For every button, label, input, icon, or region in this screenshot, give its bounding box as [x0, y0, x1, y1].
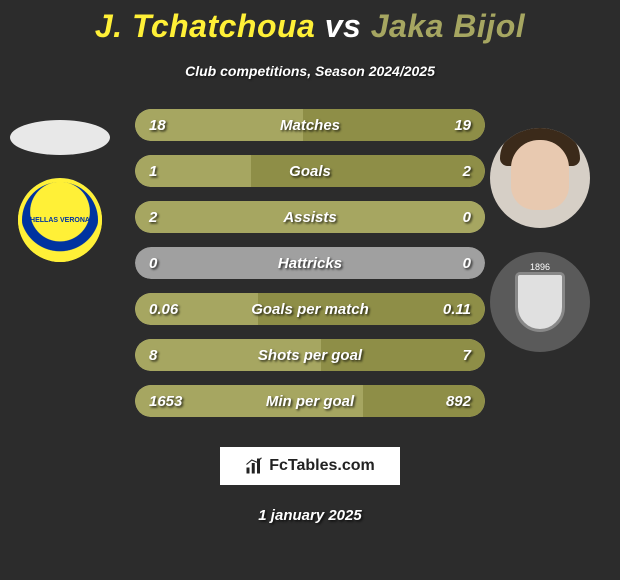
- stat-value-right: 19: [454, 117, 471, 134]
- stat-value-right: 892: [446, 393, 471, 410]
- vs-text: vs: [325, 8, 362, 44]
- stat-value-right: 0.11: [443, 301, 471, 318]
- stat-label: Shots per goal: [135, 347, 485, 364]
- stat-label: Assists: [135, 209, 485, 226]
- brand-badge: FcTables.com: [220, 447, 400, 485]
- stat-value-right: 0: [463, 255, 471, 272]
- stat-label: Goals per match: [135, 301, 485, 318]
- club1-badge-text: HELLAS VERONA: [30, 217, 90, 224]
- player1-photo: [10, 120, 110, 155]
- subtitle: Club competitions, Season 2024/2025: [0, 63, 620, 79]
- brand-text: FcTables.com: [269, 457, 375, 475]
- stat-row: 0.06Goals per match0.11: [135, 293, 485, 325]
- stat-label: Matches: [135, 117, 485, 134]
- club2-badge: 1896: [490, 252, 590, 352]
- stat-row: 8Shots per goal7: [135, 339, 485, 371]
- stat-label: Min per goal: [135, 393, 485, 410]
- chart-icon: [245, 457, 263, 475]
- stat-row: 1653Min per goal892: [135, 385, 485, 417]
- stat-row: 0Hattricks0: [135, 247, 485, 279]
- club2-badge-shield: [515, 272, 565, 332]
- date-text: 1 january 2025: [0, 507, 620, 524]
- photo-face: [511, 140, 569, 210]
- stat-row: 2Assists0: [135, 201, 485, 233]
- stat-label: Goals: [135, 163, 485, 180]
- player2-photo: [490, 128, 590, 228]
- stat-label: Hattricks: [135, 255, 485, 272]
- comparison-title: J. Tchatchoua vs Jaka Bijol: [0, 0, 620, 45]
- stat-row: 1Goals2: [135, 155, 485, 187]
- stat-value-right: 0: [463, 209, 471, 226]
- stat-value-right: 2: [463, 163, 471, 180]
- club2-badge-year: 1896: [530, 262, 550, 272]
- stat-value-right: 7: [463, 347, 471, 364]
- club1-badge: HELLAS VERONA: [18, 178, 102, 262]
- player2-name: Jaka Bijol: [371, 8, 525, 44]
- player1-name: J. Tchatchoua: [95, 8, 315, 44]
- stat-row: 18Matches19: [135, 109, 485, 141]
